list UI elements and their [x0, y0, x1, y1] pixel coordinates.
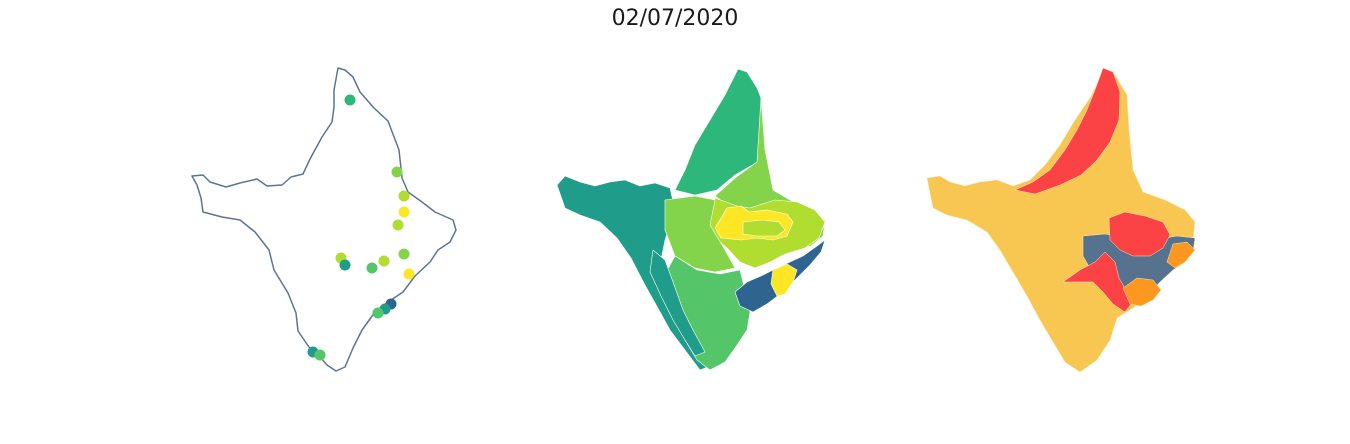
region-red-central	[1108, 211, 1171, 257]
region-center-west	[664, 195, 736, 273]
region-southwest	[649, 249, 706, 357]
region-southeast-yellow	[770, 263, 798, 297]
choropleth-viridis	[556, 68, 826, 371]
point-marker	[403, 268, 415, 280]
points-map	[191, 67, 457, 372]
point-marker	[398, 190, 410, 202]
point-markers	[307, 94, 415, 361]
point-marker	[391, 166, 403, 178]
point-marker	[314, 349, 326, 361]
region-orange-south	[1122, 277, 1162, 307]
region-orange-southeast	[1166, 241, 1196, 269]
point-marker	[378, 255, 390, 267]
point-marker	[344, 94, 356, 106]
region-north	[674, 68, 764, 196]
point-marker	[339, 259, 351, 271]
point-marker	[372, 307, 384, 319]
point-marker	[366, 262, 378, 274]
state-outline	[191, 67, 457, 372]
points-map-panel	[170, 0, 470, 444]
point-marker	[392, 219, 404, 231]
region-yellow-inner	[742, 219, 786, 237]
point-marker	[398, 248, 410, 260]
choropleth-categorical-panel	[905, 0, 1205, 444]
choropleth-categorical	[926, 67, 1196, 373]
choropleth-viridis-panel	[535, 0, 835, 444]
point-marker	[398, 206, 410, 218]
figure-title: 02/07/2020	[611, 6, 739, 31]
region-red-north	[1014, 67, 1121, 195]
